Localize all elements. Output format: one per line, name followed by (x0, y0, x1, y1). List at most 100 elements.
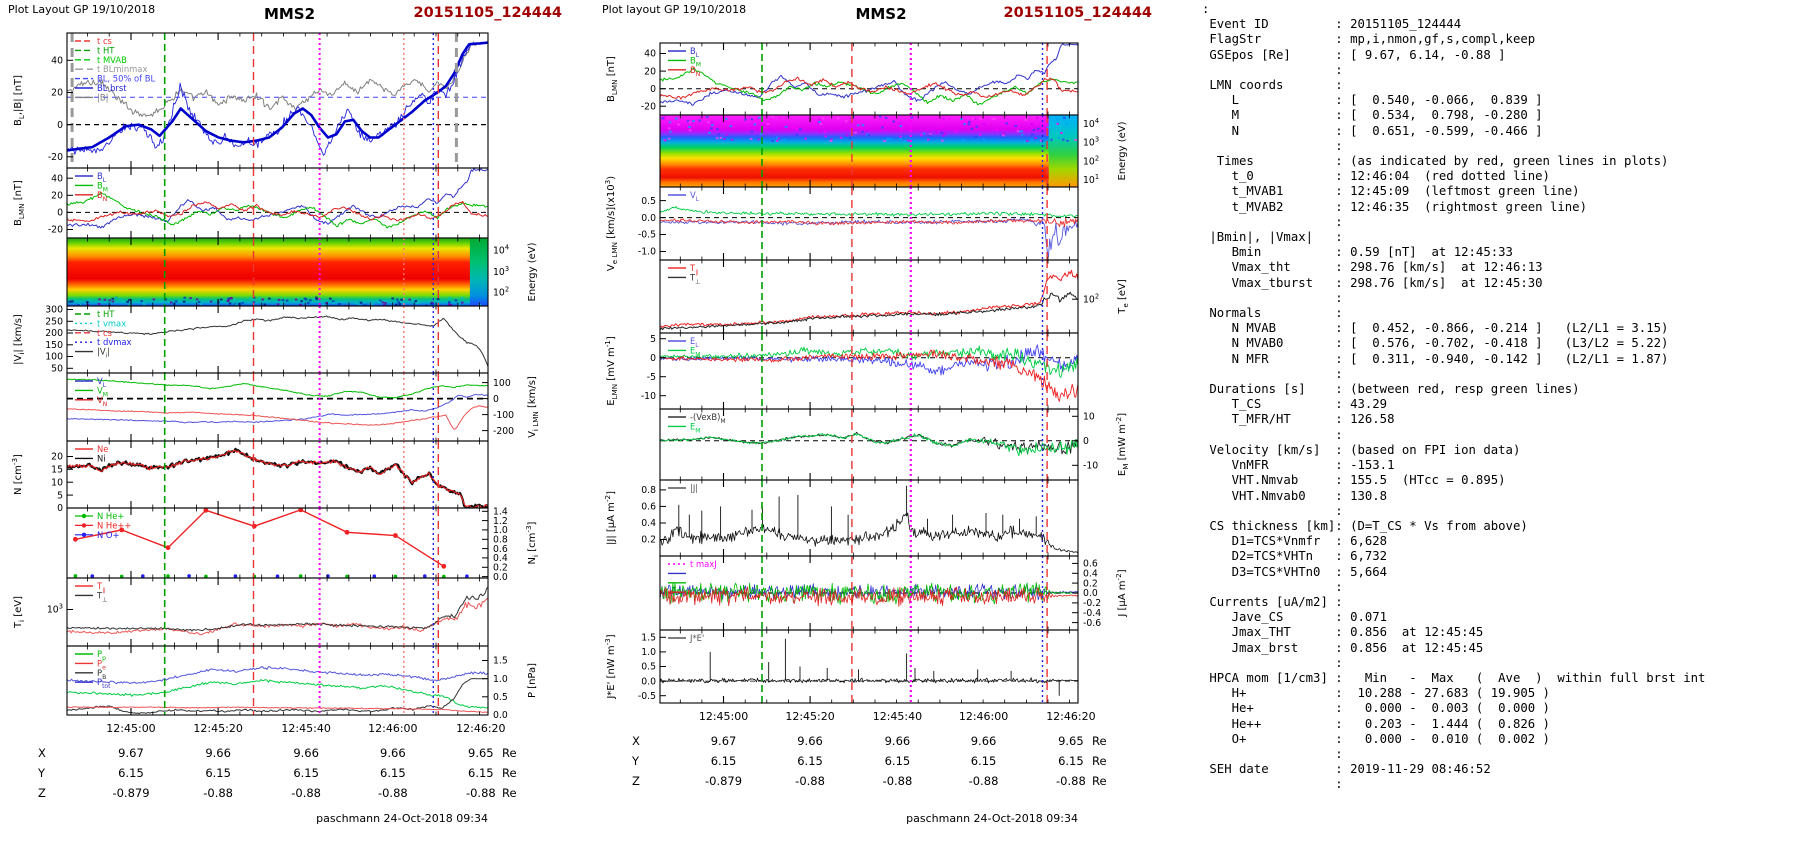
plot-layout-label: Plot layout GP 19/10/2018 (602, 3, 747, 16)
svg-text:t HT: t HT (97, 309, 115, 319)
svg-text:100: 100 (45, 352, 63, 363)
svg-text:Te​ [eV]: Te​ [eV] (1117, 279, 1130, 315)
ephemeris-value: 9.66 (205, 746, 231, 760)
ephemeris-unit: Re (502, 766, 517, 780)
svg-text:BL brst: BL brst (97, 83, 127, 93)
svg-text:EL​: EL​ (690, 336, 699, 349)
time-tick-label: 12:45:40 (281, 722, 331, 735)
svg-text:0.2: 0.2 (493, 563, 508, 574)
svg-text:T⊥​: T⊥​ (96, 590, 107, 603)
svg-text:EM​ [mW m-2​]: EM​ [mW m-2​] (1114, 413, 1130, 476)
svg-text:10: 10 (51, 477, 63, 488)
svg-text:|J|: |J| (690, 483, 698, 493)
svg-text:102​: 102​ (1083, 292, 1099, 305)
svg-text:40: 40 (51, 173, 63, 184)
ephemeris-value: -0.88 (968, 774, 999, 788)
svg-text:250: 250 (45, 317, 63, 328)
svg-text:1.2: 1.2 (493, 516, 508, 527)
svg-text:-10: -10 (1083, 461, 1098, 472)
spacecraft-title: MMS2 (855, 5, 907, 23)
svg-text:1.4: 1.4 (493, 507, 508, 518)
svg-text:-200: -200 (493, 426, 514, 437)
ephemeris-value: 9.66 (970, 734, 997, 748)
ephemeris-value: 6.15 (970, 754, 997, 768)
svg-text:0.4: 0.4 (1083, 569, 1098, 580)
time-tick-label: 12:45:00 (698, 710, 749, 723)
time-tick-label: 12:45:00 (106, 722, 156, 735)
svg-text:T∥​: T∥​ (689, 263, 698, 276)
svg-text:103​: 103​ (1083, 136, 1099, 149)
svg-text:t BLminmax: t BLminmax (97, 64, 147, 74)
svg-text:20: 20 (51, 452, 63, 463)
svg-text:0.8: 0.8 (641, 485, 656, 496)
svg-text:Ni: Ni (97, 453, 106, 463)
svg-text:0.6: 0.6 (641, 502, 656, 513)
event-id-label: 20151105_124444 (1003, 5, 1153, 21)
svg-text:Ne: Ne (97, 444, 108, 454)
ephemeris-value: -0.88 (795, 774, 825, 788)
plot-layout-label: Plot Layout GP 19/10/2018 (8, 3, 156, 16)
ephemeris-value: 6.15 (293, 766, 319, 780)
svg-text:t MVAB: t MVAB (97, 55, 127, 65)
event-info-text: : Event ID : 20151105_124444 FlagStr : m… (1202, 2, 1706, 792)
svg-text:0.5: 0.5 (641, 662, 656, 673)
ephemeris-value: 6.15 (884, 754, 911, 768)
svg-text:0: 0 (650, 84, 656, 95)
svg-text:1.5: 1.5 (493, 656, 508, 667)
ephemeris-unit: Re (1092, 734, 1107, 748)
spacecraft-title: MMS2 (263, 5, 316, 23)
ephemeris-value: 9.67 (710, 734, 737, 748)
ephemeris-value: -0.879 (112, 786, 150, 800)
svg-text:BLMN​ [nT]: BLMN​ [nT] (606, 56, 619, 102)
svg-text:t vmax: t vmax (97, 318, 126, 328)
svg-text:0.6: 0.6 (1083, 559, 1098, 570)
svg-text:0.6: 0.6 (493, 544, 508, 555)
svg-text:0: 0 (57, 120, 63, 131)
svg-text:10: 10 (1083, 412, 1095, 423)
svg-text:T∥​: T∥​ (96, 581, 105, 594)
svg-text:0: 0 (57, 503, 63, 514)
svg-text:40: 40 (644, 49, 656, 60)
svg-text:VN​: VN​ (97, 395, 107, 408)
svg-text:BL, 50% of BL: BL, 50% of BL (97, 74, 155, 84)
time-tick-label: 12:45:20 (785, 710, 835, 723)
ephemeris-unit: Re (1092, 754, 1107, 768)
middle-figure: -20 0 20 40 BLMN​ [nT] BL​BM​BN​ 104​ 103​ 102​ 1… (594, 0, 1204, 841)
svg-text:0.0: 0.0 (493, 572, 508, 583)
svg-text:104​: 104​ (493, 243, 509, 256)
svg-text:0: 0 (650, 353, 656, 364)
svg-text:1.0: 1.0 (641, 647, 656, 658)
svg-text:5: 5 (650, 334, 656, 345)
ephemeris-value: 6.15 (797, 754, 823, 768)
svg-text:ELMN​ [mV m-1​]: ELMN​ [mV m-1​] (603, 336, 619, 406)
svg-text:102​: 102​ (493, 286, 509, 299)
svg-text:Pe​: Pe​ (97, 658, 106, 671)
svg-text:0.0: 0.0 (1083, 588, 1098, 599)
svg-text:-0.5: -0.5 (638, 691, 656, 702)
svg-text:-0.5: -0.5 (638, 230, 656, 241)
svg-text:0: 0 (57, 208, 63, 219)
svg-text:0.0: 0.0 (641, 676, 656, 687)
svg-text:102​: 102​ (1083, 154, 1099, 167)
svg-text:150: 150 (45, 340, 63, 351)
svg-text:Ti​ [eV]: Ti​ [eV] (13, 596, 26, 629)
ephemeris-value: 9.65 (1058, 734, 1084, 748)
svg-text:200: 200 (45, 328, 63, 339)
svg-text:-1.0: -1.0 (638, 247, 656, 258)
time-tick-label: 12:46:00 (368, 722, 418, 735)
ephemeris-value: 9.66 (797, 734, 823, 748)
svg-text:20: 20 (51, 191, 63, 202)
svg-text:t cs: t cs (97, 328, 112, 338)
svg-text:BN​: BN​ (97, 190, 107, 203)
svg-text:300: 300 (45, 305, 63, 316)
svg-text:|Vi​|: |Vi​| (97, 347, 110, 360)
svg-text:0.8: 0.8 (493, 535, 508, 546)
svg-text:VM​: VM​ (97, 385, 108, 398)
svg-text:BN​: BN​ (690, 65, 700, 78)
svg-text:-0.4: -0.4 (1083, 608, 1101, 619)
svg-text:0.5: 0.5 (493, 692, 508, 703)
ephemeris-value: 9.66 (380, 746, 406, 760)
ephemeris-value: 6.15 (1058, 754, 1084, 768)
ephemeris-value: 6.15 (205, 766, 231, 780)
